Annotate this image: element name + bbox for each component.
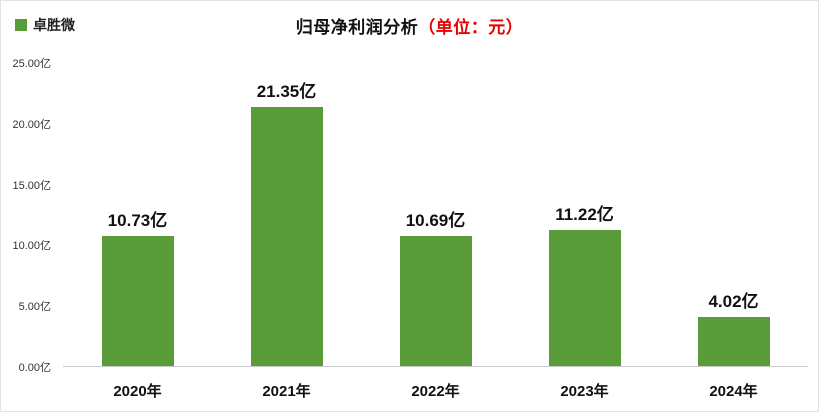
bar-column: 21.35亿 bbox=[212, 63, 361, 366]
bar-value-label: 10.73亿 bbox=[107, 210, 168, 230]
plot-area: 10.73亿 21.35亿 10.69亿 11.22亿 4.02亿 bbox=[63, 63, 808, 367]
bar bbox=[697, 317, 770, 366]
x-axis-label: 2021年 bbox=[262, 382, 311, 400]
legend-item[interactable]: 卓胜微 bbox=[15, 15, 75, 35]
bar-column: 4.02亿 bbox=[659, 63, 808, 366]
y-tick-label: 15.00亿 bbox=[12, 179, 51, 192]
chart-title-main: 归母净利润分析 bbox=[295, 18, 419, 37]
y-tick-label: 0.00亿 bbox=[18, 362, 51, 374]
chart-title: 归母净利润分析（单位：元） bbox=[1, 13, 818, 38]
bar-column: 10.69亿 bbox=[361, 63, 510, 366]
x-axis-label: 2020年 bbox=[113, 382, 162, 400]
chart-title-unit: （单位：元） bbox=[418, 18, 524, 37]
bar-value-label: 11.22亿 bbox=[555, 205, 614, 225]
bar bbox=[399, 236, 472, 366]
bar-column: 10.73亿 bbox=[63, 63, 212, 366]
y-axis: 0.00亿 5.00亿 10.00亿 15.00亿 20.00亿 25.00亿 bbox=[1, 58, 57, 374]
y-tick-label: 20.00亿 bbox=[12, 118, 51, 131]
bar bbox=[250, 107, 323, 366]
bar-column: 11.22亿 bbox=[510, 63, 659, 366]
x-axis-label: 2023年 bbox=[560, 382, 609, 400]
legend-label: 卓胜微 bbox=[33, 17, 75, 33]
legend-swatch-icon bbox=[15, 19, 27, 31]
bar-value-label: 4.02亿 bbox=[708, 292, 759, 312]
bar bbox=[548, 230, 621, 366]
x-axis-label: 2024年 bbox=[709, 382, 758, 400]
bar-value-label: 21.35亿 bbox=[256, 82, 317, 102]
x-axis-label: 2022年 bbox=[411, 382, 460, 400]
y-tick-label: 10.00亿 bbox=[12, 240, 51, 253]
y-tick-label: 5.00亿 bbox=[18, 301, 51, 314]
y-tick-label: 25.00亿 bbox=[12, 58, 51, 70]
bar bbox=[101, 235, 174, 366]
x-axis: 2020年 2021年 2022年 2023年 2024年 bbox=[63, 377, 808, 403]
bar-value-label: 10.69亿 bbox=[405, 211, 466, 231]
